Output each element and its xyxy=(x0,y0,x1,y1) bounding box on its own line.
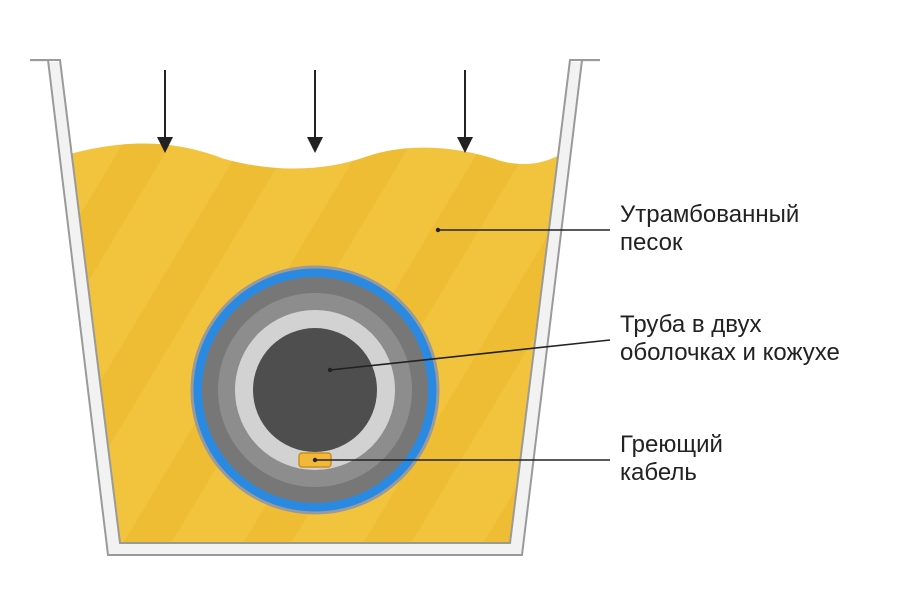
callout-sand-dot xyxy=(436,228,440,232)
trench xyxy=(0,60,900,583)
pipe-assembly xyxy=(192,267,438,513)
callout-cable-dot xyxy=(313,458,317,462)
callout-pipe-label: Труба в двухоболочках и кожухе xyxy=(620,311,840,366)
callout-pipe-dot xyxy=(328,368,332,372)
callout-cable-label: Греющийкабель xyxy=(620,431,723,486)
pipe-layer-4 xyxy=(253,328,377,452)
callout-sand-label: Утрамбованныйпесок xyxy=(620,201,799,256)
